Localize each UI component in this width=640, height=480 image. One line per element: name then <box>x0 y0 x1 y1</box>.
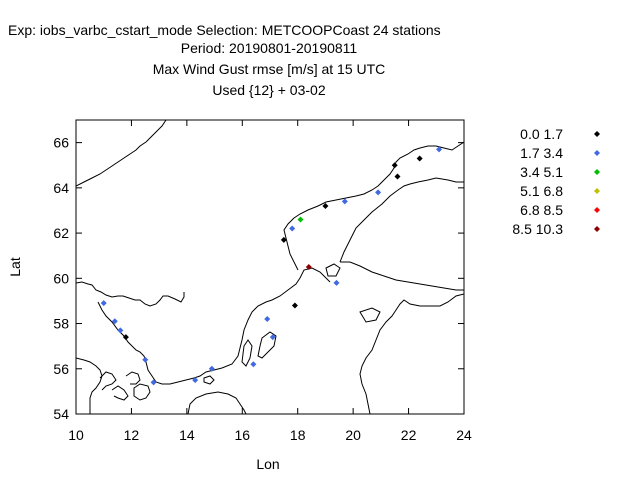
coast-bornholm <box>203 375 215 385</box>
station-marker <box>297 216 304 223</box>
legend: 0.0 1.7 1.7 3.4 3.4 5.1 5.1 6.8 6.8 8.5 8.5 1… <box>512 126 600 237</box>
station-marker <box>391 162 398 169</box>
station-marker <box>208 365 215 372</box>
legend-marker <box>594 207 600 213</box>
coast-zealand <box>133 383 151 401</box>
coast-norway-sweden-west <box>76 281 185 363</box>
legend-label: 5.1 6.8 <box>520 183 563 199</box>
legend-marker <box>594 150 600 156</box>
y-tick-label: 64 <box>53 180 69 196</box>
y-tick-label: 56 <box>53 361 69 377</box>
x-tick-label: 14 <box>179 427 195 443</box>
station-marker <box>100 300 107 307</box>
coast-finland-west <box>339 177 464 263</box>
station-marker <box>416 155 423 162</box>
header-line1: Exp: iobs_varbc_cstart_mode Selection: M… <box>8 22 441 38</box>
legend-marker <box>594 188 600 194</box>
coastlines <box>76 120 464 414</box>
coast-sweden-bothnia <box>283 141 464 271</box>
y-tick-label: 66 <box>53 135 69 151</box>
legend-label: 8.5 10.3 <box>512 221 563 237</box>
y-tick-label: 62 <box>53 225 69 241</box>
y-axis-label: Lat <box>7 257 23 277</box>
x-tick-label: 12 <box>124 427 140 443</box>
station-marker <box>250 361 257 368</box>
plot-area: 10 12 14 16 18 20 22 24 54 56 58 60 62 64 66 <box>53 119 472 443</box>
station-marker <box>341 198 348 205</box>
station-marker <box>333 279 340 286</box>
legend-marker <box>594 169 600 175</box>
coast-norway-north <box>76 120 167 187</box>
y-tick-label: 60 <box>53 270 69 286</box>
coast-aland <box>325 263 341 277</box>
x-tick-label: 10 <box>68 427 84 443</box>
station-marker <box>375 189 382 196</box>
legend-label: 3.4 5.1 <box>520 164 563 180</box>
legend-label: 6.8 8.5 <box>520 202 563 218</box>
station-marker <box>305 264 312 270</box>
coast-oland <box>241 339 253 367</box>
legend-marker <box>594 131 600 137</box>
coast-south-sweden <box>145 267 331 385</box>
coast-denmark <box>76 357 141 414</box>
coast-gotland <box>257 331 277 359</box>
axis-ticks: 10 12 14 16 18 20 22 24 54 56 58 60 62 64 66 <box>53 120 472 443</box>
station-marker <box>269 334 276 341</box>
station-marker <box>322 202 329 209</box>
x-axis-label: Lon <box>256 456 279 472</box>
x-tick-label: 18 <box>290 427 306 443</box>
x-tick-label: 20 <box>345 427 361 443</box>
station-marker <box>264 316 271 323</box>
station-marker <box>192 377 199 384</box>
coast-baltic-south <box>187 391 247 414</box>
coast-finland-south <box>340 261 464 291</box>
coast-saaremaa <box>359 307 381 323</box>
station-marker <box>150 379 157 386</box>
plot-frame <box>75 119 465 415</box>
legend-label: 0.0 1.7 <box>520 126 563 142</box>
header-line2: Period: 20190801-20190811 <box>181 40 358 56</box>
x-tick-label: 24 <box>456 427 472 443</box>
station-marker <box>394 173 401 180</box>
station-marker <box>142 356 149 363</box>
station-marker <box>289 225 296 232</box>
y-tick-label: 54 <box>53 406 69 422</box>
header-line4: Used {12} + 03-02 <box>212 82 325 98</box>
y-tick-label: 58 <box>53 316 69 332</box>
station-points <box>100 146 443 386</box>
legend-label: 1.7 3.4 <box>520 145 563 161</box>
station-marker <box>291 302 298 309</box>
station-marker <box>111 318 118 325</box>
x-tick-label: 22 <box>401 427 417 443</box>
station-marker <box>122 334 129 341</box>
coast-baltic-east <box>359 293 464 414</box>
station-marker <box>436 146 443 153</box>
station-marker <box>117 327 124 334</box>
station-marker <box>280 236 287 243</box>
header-line3: Max Wind Gust rmse [m/s] at 15 UTC <box>153 61 386 77</box>
x-tick-label: 16 <box>234 427 250 443</box>
legend-marker <box>594 226 600 232</box>
